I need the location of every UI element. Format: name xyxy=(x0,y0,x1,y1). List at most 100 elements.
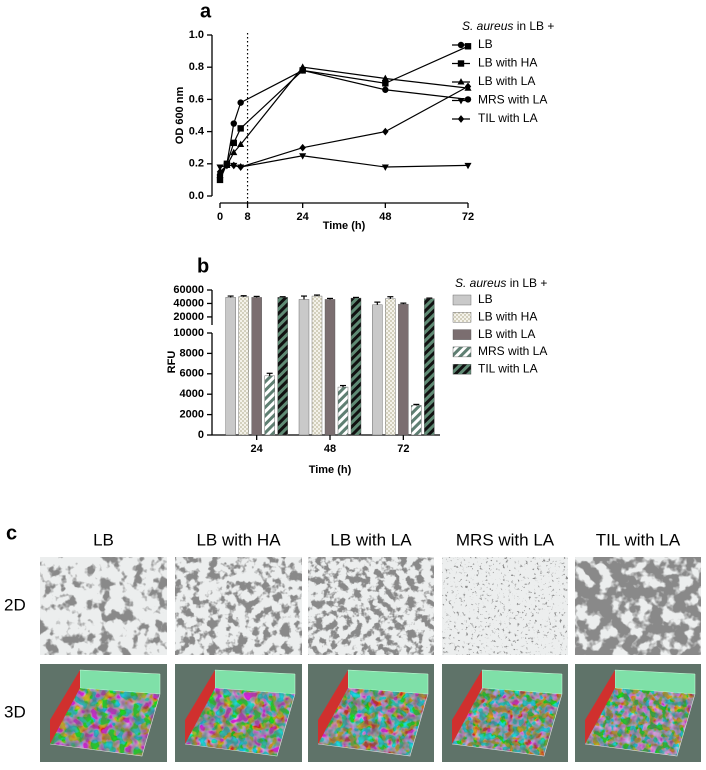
x-tick-label: 72 xyxy=(397,443,409,455)
bar xyxy=(225,297,236,436)
side-wall xyxy=(185,670,215,744)
surface-3d xyxy=(50,688,160,756)
y-tick-label: 1.0 xyxy=(189,29,204,41)
legend-label: MRS with LA xyxy=(478,93,547,107)
row-title: 2D xyxy=(4,595,26,614)
x-tick-label: 0 xyxy=(217,211,223,223)
image-2d xyxy=(308,557,434,655)
x-axis-title: Time (h) xyxy=(323,220,366,232)
bar xyxy=(372,304,383,436)
column-title: MRS with LA xyxy=(456,530,555,549)
marker xyxy=(237,99,244,106)
legend-label: LB xyxy=(478,37,493,51)
bar xyxy=(251,297,262,436)
surface-3d xyxy=(318,688,428,756)
legend-swatch xyxy=(452,329,472,340)
axis-3d xyxy=(49,693,161,757)
legend-title-part: S. aureus xyxy=(462,19,513,33)
side-wall xyxy=(318,670,348,744)
series-line xyxy=(219,66,469,176)
marker xyxy=(457,60,465,67)
y-tick-label: 0.8 xyxy=(189,61,204,73)
marker xyxy=(382,80,389,87)
y-tick-label: 0.0 xyxy=(189,190,204,202)
legend-label: LB xyxy=(478,292,493,306)
y-tick-label: 0.4 xyxy=(189,126,205,138)
column-title: LB with HA xyxy=(196,530,281,549)
bar xyxy=(337,386,349,436)
image-2d xyxy=(442,557,568,655)
axis-3d xyxy=(184,693,296,757)
marker xyxy=(223,161,231,170)
marker xyxy=(299,153,307,160)
legend-label: LB with HA xyxy=(478,56,537,70)
legend-swatch xyxy=(452,312,472,323)
marker xyxy=(230,161,237,170)
marker xyxy=(230,120,237,127)
legend-swatch xyxy=(452,294,472,306)
surface-3d xyxy=(452,688,562,756)
marker xyxy=(382,127,389,136)
legend-title-part: S. aureus xyxy=(455,276,506,290)
bar xyxy=(398,303,409,436)
marker xyxy=(457,41,465,49)
y-tick-label: 0.2 xyxy=(189,158,204,170)
legend-title: S. aureus in LB + xyxy=(462,19,554,33)
image-2d xyxy=(175,557,302,655)
x-tick-label: 8 xyxy=(244,211,250,223)
marker xyxy=(299,143,306,152)
y-tick-label: 8000 xyxy=(180,347,204,359)
bar xyxy=(298,299,310,436)
x-axis-title: Time (h) xyxy=(309,464,352,476)
legend-title: S. aureus in LB + xyxy=(455,276,547,290)
bar xyxy=(424,298,435,436)
bar xyxy=(324,299,336,436)
axis-3d xyxy=(317,693,429,757)
column-title: TIL with LA xyxy=(596,530,681,549)
marker xyxy=(464,43,472,50)
surface-3d xyxy=(585,688,695,756)
column-title: LB xyxy=(93,530,114,549)
y-tick-label: 0.6 xyxy=(189,93,204,105)
x-tick-label: 48 xyxy=(379,211,391,223)
marker xyxy=(382,86,389,93)
image-2d xyxy=(40,557,167,655)
y-tick-label: 4000 xyxy=(180,388,204,400)
bar xyxy=(411,405,422,436)
y-tick-label: 6000 xyxy=(180,368,204,380)
column-title: LB with LA xyxy=(330,530,412,549)
x-tick-label: 24 xyxy=(297,211,310,223)
marker xyxy=(457,78,465,85)
series-line xyxy=(219,69,469,176)
side-wall xyxy=(585,670,615,744)
legend-swatch xyxy=(452,346,472,358)
x-tick-label: 72 xyxy=(462,211,474,223)
legend-label: LB with LA xyxy=(478,327,535,341)
marker xyxy=(216,164,224,171)
side-wall xyxy=(50,670,80,744)
legend-label: LB with LA xyxy=(478,74,535,88)
x-tick-label: 48 xyxy=(324,443,336,455)
y-axis-title: OD 600 nm xyxy=(174,87,186,145)
marker xyxy=(299,63,307,70)
x-tick-label: 24 xyxy=(251,443,264,455)
panel-label: a xyxy=(200,0,212,22)
legend-label: LB with HA xyxy=(478,309,537,323)
legend-swatch xyxy=(452,364,472,375)
bar xyxy=(238,296,249,436)
marker xyxy=(216,176,224,184)
legend-title-part: in LB + xyxy=(506,276,547,290)
marker xyxy=(230,139,237,147)
marker xyxy=(457,115,465,123)
row-title: 3D xyxy=(4,702,26,721)
marker xyxy=(299,67,306,74)
legend-title-part: in LB + xyxy=(513,19,554,33)
bar xyxy=(350,297,362,436)
marker xyxy=(381,74,389,82)
marker xyxy=(216,168,224,176)
y-tick-label: 40000 xyxy=(173,297,204,309)
marker xyxy=(464,162,472,170)
marker xyxy=(230,148,238,156)
bar xyxy=(264,375,275,436)
